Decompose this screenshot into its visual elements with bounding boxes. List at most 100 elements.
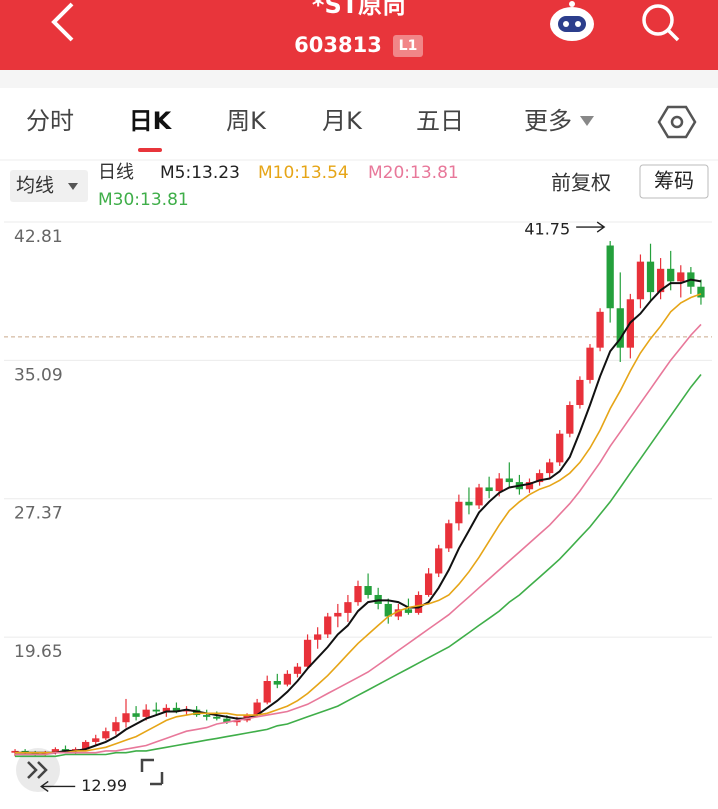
tab[interactable]: 日K xyxy=(129,107,173,135)
tab[interactable]: 分时 xyxy=(26,107,74,135)
candle-body xyxy=(51,749,60,753)
candle-body xyxy=(172,707,181,712)
spacer xyxy=(0,70,718,88)
candle-body xyxy=(435,548,443,574)
search-icon[interactable] xyxy=(642,4,680,42)
y-tick-label: 35.09 xyxy=(14,365,63,385)
candle-body xyxy=(636,261,645,300)
candle-body xyxy=(364,586,372,595)
candle-body xyxy=(465,501,473,506)
ma-line xyxy=(15,293,702,754)
candle-body xyxy=(92,738,100,742)
candle-body xyxy=(667,268,675,282)
tab-underline xyxy=(138,148,162,152)
ma-button-bg[interactable] xyxy=(10,170,88,202)
candle-body xyxy=(122,713,130,723)
header-bar xyxy=(0,0,718,70)
candle-body xyxy=(546,462,554,474)
candle-body xyxy=(354,586,362,603)
tab-row: 分时 日K 周K 月K 五日 更多 xyxy=(26,107,594,152)
candle-body xyxy=(263,681,271,703)
stock-title: *ST原尚 xyxy=(312,0,406,19)
candle-body xyxy=(82,741,90,750)
candle-body xyxy=(102,731,110,739)
tab[interactable]: 五日 xyxy=(416,107,464,135)
candle-body xyxy=(697,286,705,298)
candle-body xyxy=(525,482,534,490)
candle-body xyxy=(303,639,312,667)
chips-button[interactable]: 筹码 xyxy=(654,169,694,193)
candle-body xyxy=(495,478,503,492)
ma-legend: M20:13.81 xyxy=(368,163,459,183)
candle-body xyxy=(556,433,564,463)
candle-body xyxy=(485,487,493,492)
fullscreen-control[interactable] xyxy=(140,758,164,786)
tab-dropdown-arrow xyxy=(580,116,594,126)
tab[interactable]: 周K xyxy=(226,107,267,135)
candle-body xyxy=(656,268,665,293)
y-tick-label: 27.37 xyxy=(14,504,63,524)
y-tick-label: 19.65 xyxy=(14,642,63,662)
candle-body xyxy=(475,487,483,506)
ma-legend: M10:13.54 xyxy=(258,163,349,183)
candle-body xyxy=(455,501,463,524)
expand-control[interactable] xyxy=(16,748,60,792)
ma-line xyxy=(15,278,702,754)
candle-body xyxy=(324,616,332,635)
candle-body xyxy=(233,720,241,723)
candle-body xyxy=(213,716,221,719)
candle-body xyxy=(283,673,292,685)
ma-line xyxy=(15,323,702,756)
chips-button-bg[interactable] xyxy=(639,164,709,199)
robot-icon[interactable] xyxy=(550,1,594,41)
candle-body xyxy=(334,612,342,617)
candle-body xyxy=(152,709,160,712)
annotation-arrow xyxy=(40,780,76,793)
candle-body xyxy=(132,713,140,717)
stock-code: 603813 xyxy=(294,33,382,57)
candle-body xyxy=(384,603,392,617)
candle-body xyxy=(293,666,302,674)
settings-icon[interactable] xyxy=(657,105,697,139)
candle-body xyxy=(646,261,655,293)
ma-line xyxy=(15,373,702,758)
candle-body xyxy=(505,478,513,483)
candle-body xyxy=(253,702,261,716)
tab[interactable]: 月K xyxy=(322,107,363,135)
candle-body xyxy=(586,347,594,380)
tab[interactable]: 更多 xyxy=(524,107,572,135)
annotation-arrow xyxy=(576,221,606,233)
candle-body xyxy=(142,709,150,717)
ma-dropdown-arrow xyxy=(68,183,78,190)
line-type: 日线 xyxy=(98,162,134,183)
y-tick-label: 42.81 xyxy=(14,227,63,247)
level-badge: L1 xyxy=(399,38,418,54)
candle-body xyxy=(424,573,433,595)
candle-body xyxy=(414,594,423,613)
ma-button[interactable]: 均线 xyxy=(16,175,54,197)
candle-body xyxy=(223,718,231,723)
back-button[interactable] xyxy=(51,2,74,42)
candle-body xyxy=(566,405,574,434)
ma-legend: M5:13.23 xyxy=(160,163,240,183)
candle-body xyxy=(314,634,322,640)
level-badge-bg xyxy=(393,35,423,57)
ma-legend: M30:13.81 xyxy=(98,190,189,210)
adjust-mode[interactable]: 前复权 xyxy=(551,171,611,195)
candle-body xyxy=(616,308,624,348)
candle-body xyxy=(445,523,453,549)
candle-body xyxy=(404,609,413,613)
candle-body xyxy=(677,272,685,282)
candle-body xyxy=(535,473,544,483)
annotation-label: 12.99 xyxy=(81,776,127,795)
candle-body xyxy=(596,311,604,348)
candle-body xyxy=(394,609,402,617)
annotation-label: 41.75 xyxy=(524,220,570,239)
candle-body xyxy=(576,379,584,406)
candle-body xyxy=(344,602,352,613)
candle-body xyxy=(203,715,211,717)
candle-body xyxy=(112,722,120,732)
candle-body xyxy=(162,707,170,712)
candle-body xyxy=(606,245,614,309)
